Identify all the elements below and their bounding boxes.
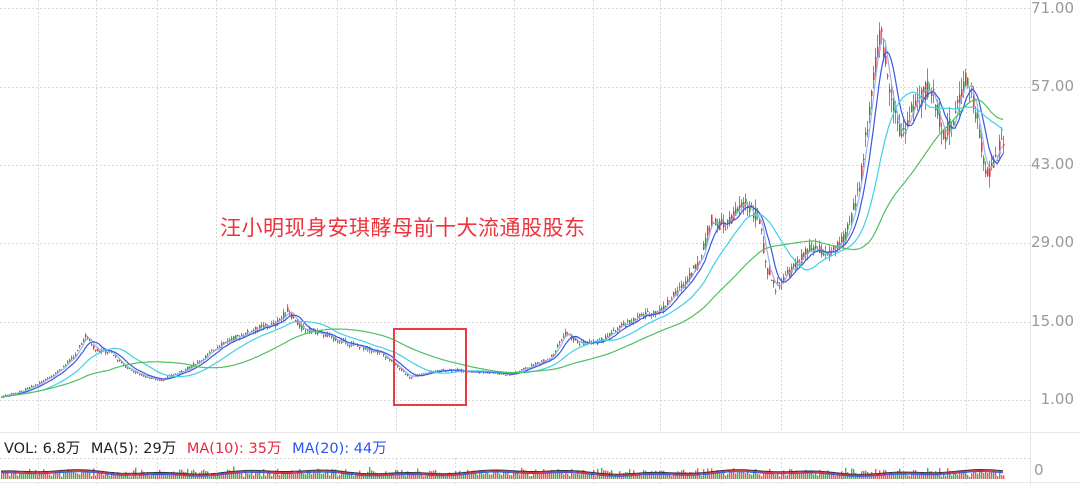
y-axis-label-15: 15.00 [1031,312,1074,330]
volume-ma10: MA(10): 35万 [186,441,282,457]
volume-value: VOL: 6.8万 [4,441,81,457]
y-axis-label-43: 43.00 [1031,155,1074,173]
volume-legend: VOL: 6.8万 MA(5): 29万 MA(10): 35万 MA(20):… [4,437,393,458]
volume-ma20: MA(20): 44万 [292,441,387,457]
y-axis-label-57: 57.00 [1031,77,1074,95]
volume-ma5: MA(5): 29万 [90,441,177,457]
y-axis-label-71: 71.00 [1031,0,1074,17]
y-axis-label-1: 1.00 [1040,390,1074,408]
y-axis-label-29: 29.00 [1031,233,1074,251]
chart-annotation: 汪小明现身安琪酵母前十大流通股股东 [220,216,586,240]
volume-axis-zero: 0 [1034,461,1044,479]
highlight-box [393,328,467,406]
